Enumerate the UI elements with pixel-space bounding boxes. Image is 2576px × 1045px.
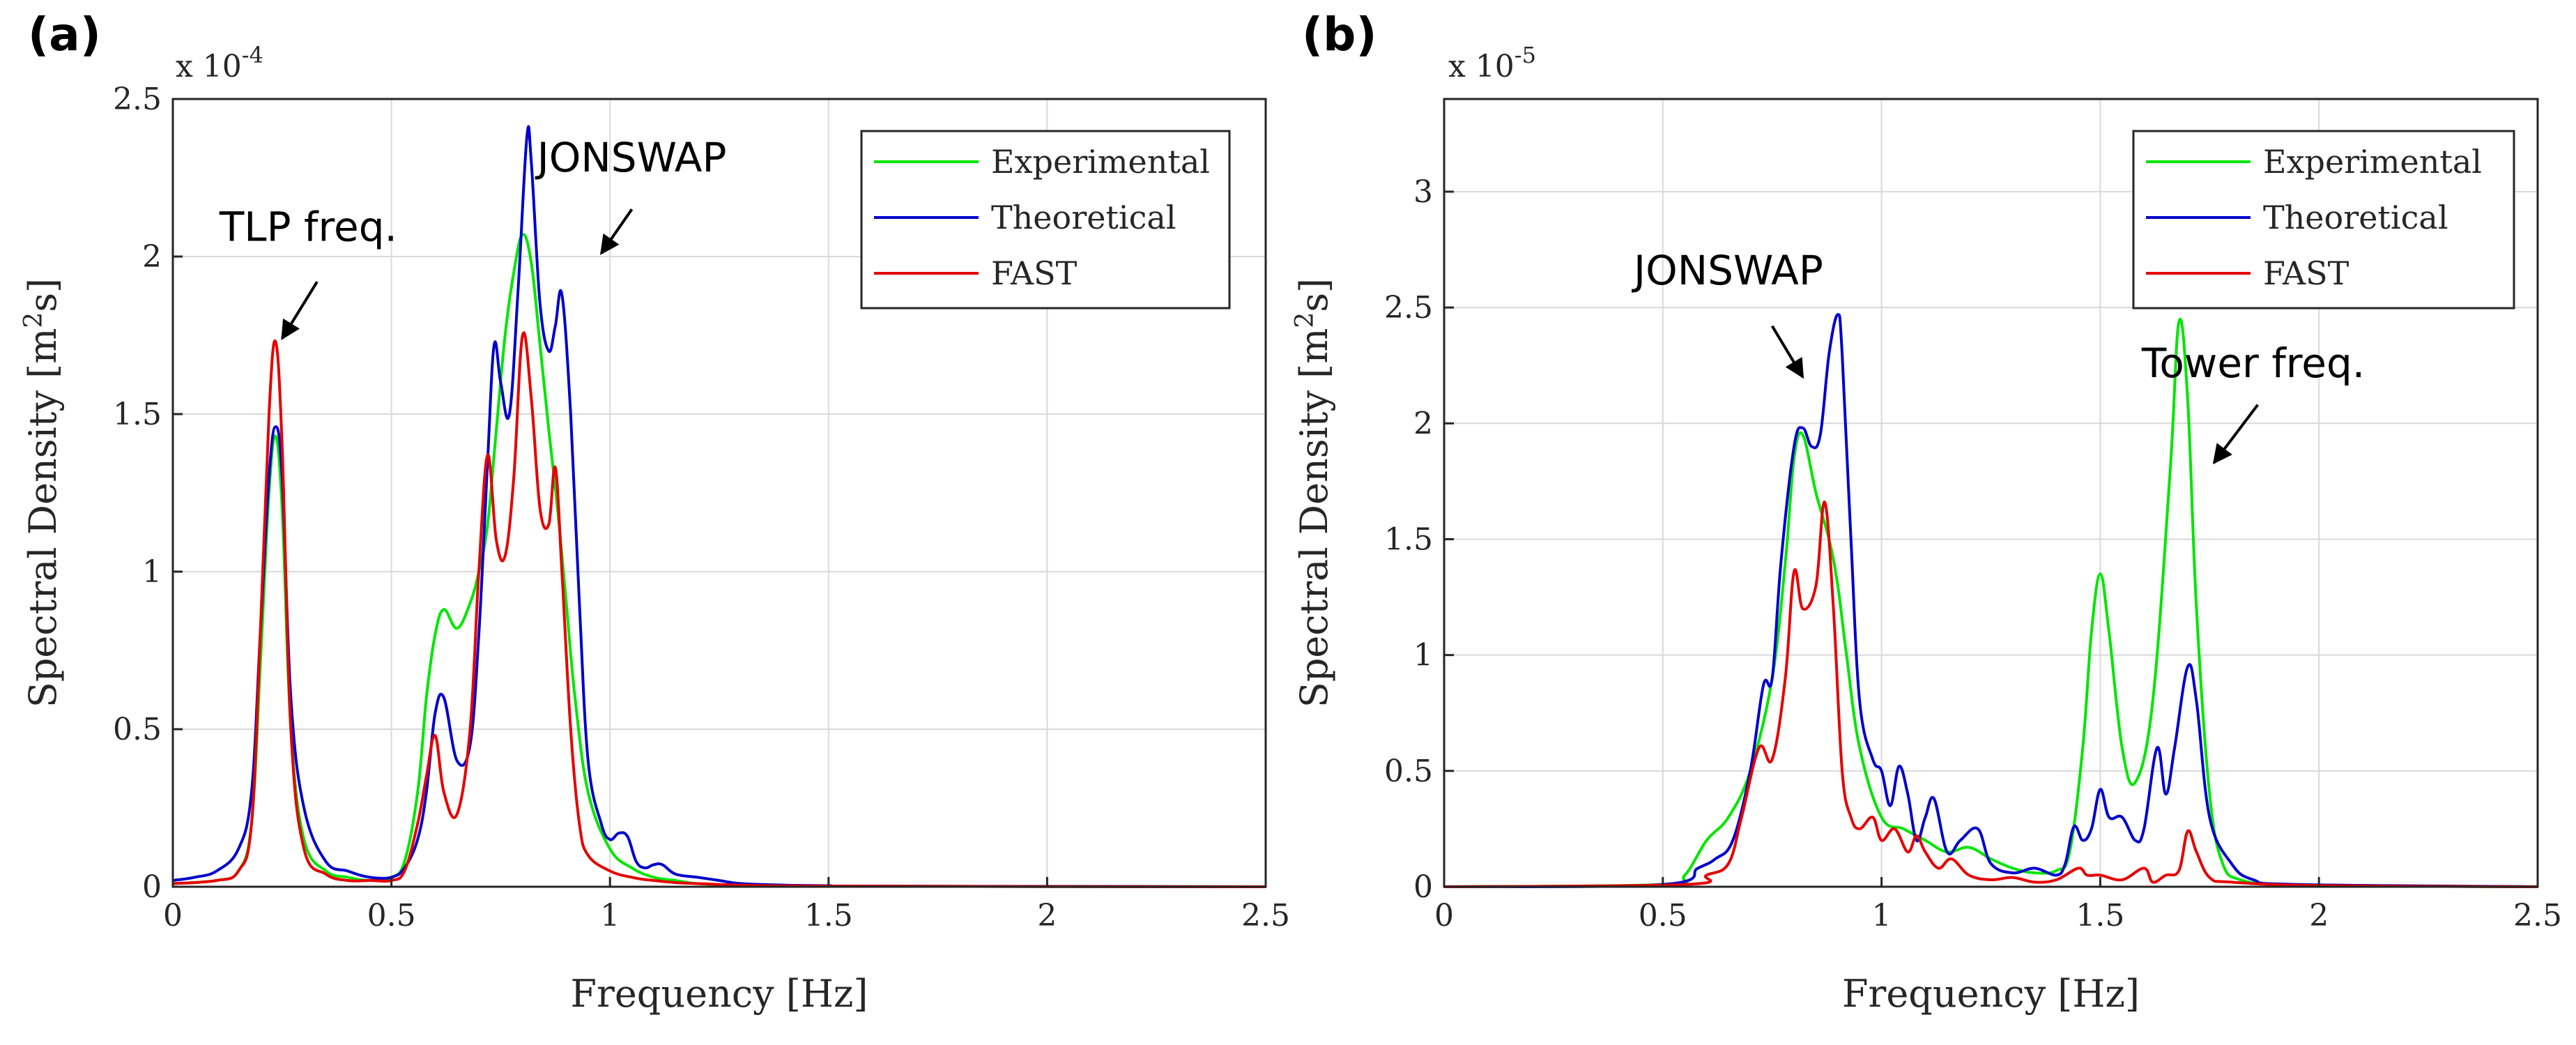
y-tick-label: 2.5 (1384, 290, 1433, 326)
panel-label: (a) (28, 8, 101, 61)
tick-labels: 0 0.5 1 1.5 2 2.5 0 0.5 1 1.5 2 2.5 3 (1384, 174, 2562, 933)
x-axis-label: Frequency [Hz] (1842, 972, 2140, 1016)
annotation-arrow (2212, 404, 2259, 465)
x-tick-label: 0 (163, 898, 183, 933)
x-tick-label: 0.5 (1639, 898, 1687, 933)
y-tick-label: 0 (142, 869, 162, 905)
y-tick-label: 0 (1413, 869, 1433, 905)
annotation-arrow (1770, 325, 1804, 379)
annotation-label: JONSWAP (535, 134, 727, 181)
y-axis-label: Spectral Density [m2s] (1291, 278, 1336, 708)
plot-frame (171, 98, 1267, 888)
x-tick-label: 1 (1872, 898, 1892, 933)
x-tick-label: 0.5 (367, 898, 416, 933)
y-tick-label: 2 (142, 239, 162, 275)
annotation-arrow (281, 281, 319, 340)
x-tick-label: 2 (2309, 898, 2329, 933)
legend: Experimental Theoretical FAST (860, 130, 1231, 310)
legend-entry: Theoretical (991, 199, 1176, 236)
legend-entry: Theoretical (2263, 199, 2448, 236)
grid (1444, 99, 2538, 887)
annotations: JONSWAP Tower freq. (1632, 247, 2365, 465)
tick-labels: 0 0.5 1 1.5 2 2.5 0 0.5 1 1.5 2 2.5 (113, 82, 1290, 933)
series-line-fast (1443, 501, 2538, 888)
legend-entry: FAST (2263, 254, 2349, 292)
series-line-fast (172, 331, 1266, 888)
multiplier-label: x 10-4 (176, 42, 263, 84)
legend: Experimental Theoretical FAST (2132, 130, 2515, 310)
y-tick-label: 2 (1413, 406, 1433, 441)
y-tick-label: 0.5 (113, 712, 162, 747)
y-tick-label: 1.5 (1384, 521, 1433, 557)
x-tick-label: 1.5 (2076, 898, 2124, 933)
x-tick-label: 1.5 (804, 898, 853, 933)
y-tick-label: 2.5 (113, 82, 162, 117)
x-tick-label: 2.5 (1241, 898, 1290, 933)
y-axis-label: Spectral Density [m2s] (20, 278, 65, 708)
y-tick-label: 0.5 (1384, 754, 1433, 789)
series-line-theoretical (1443, 313, 2538, 888)
y-tick-label: 3 (1413, 174, 1433, 210)
x-tick-label: 1 (600, 898, 620, 933)
x-tick-label: 2 (1037, 898, 1057, 933)
y-tick-label: 1 (142, 554, 162, 590)
x-tick-label: 0 (1434, 898, 1454, 933)
series-line-experimental (172, 233, 1266, 888)
y-tick-label: 1 (1413, 638, 1433, 673)
annotations: TLP freq. JONSWAP (219, 134, 727, 340)
legend-entry: FAST (991, 254, 1078, 292)
legend-entry: Experimental (991, 143, 1210, 181)
panel-label: (b) (1302, 8, 1377, 61)
annotation-arrow (600, 208, 634, 255)
panel-b: (b) x 10-5 0 0.5 1 1.5 2 2.5 0 0.5 1 1.5 2 2.5 3 Fre… (1291, 8, 2562, 1016)
annotation-label: JONSWAP (1632, 247, 1823, 294)
x-axis-label: Frequency [Hz] (571, 972, 868, 1016)
series-group (172, 125, 1266, 888)
series-group (1443, 313, 2538, 888)
y-tick-label: 1.5 (113, 397, 162, 432)
legend-entry: Experimental (2263, 143, 2482, 181)
plot-frame (1443, 98, 2539, 888)
multiplier-label: x 10-5 (1448, 42, 1536, 84)
x-tick-label: 2.5 (2513, 898, 2562, 933)
series-line-experimental (1443, 317, 2538, 888)
annotation-label: Tower freq. (2141, 340, 2365, 387)
annotation-label: TLP freq. (219, 203, 397, 250)
panel-a: (a) x 10-4 0 0.5 1 1.5 2 2.5 0 0.5 1 1.5 2 2.5 Freq… (20, 8, 1290, 1016)
